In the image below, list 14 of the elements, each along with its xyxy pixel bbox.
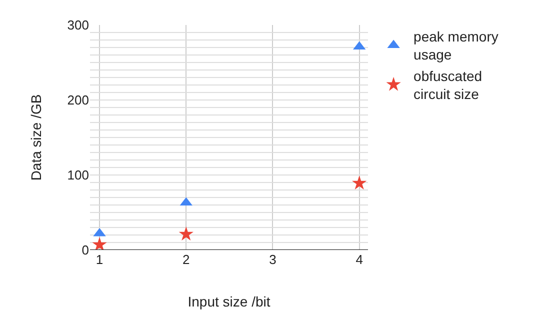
y-tick-label: 100 [67, 168, 89, 183]
point [92, 237, 107, 250]
y-tick-label: 200 [67, 92, 89, 108]
point [352, 176, 367, 190]
legend-label: obfuscated circuit size [414, 68, 482, 102]
x-tick-label: 4 [356, 252, 363, 267]
x-axis-title: Input size /bit [188, 293, 270, 310]
y-axis-title: Data size /GB [28, 94, 44, 181]
y-tick-label: 300 [67, 18, 89, 33]
y-tick-label: 0 [82, 242, 89, 258]
x-tick-label: 2 [182, 252, 190, 267]
x-tick-label: 3 [269, 252, 276, 267]
x-tick-label: 1 [96, 252, 104, 267]
point [178, 226, 194, 240]
